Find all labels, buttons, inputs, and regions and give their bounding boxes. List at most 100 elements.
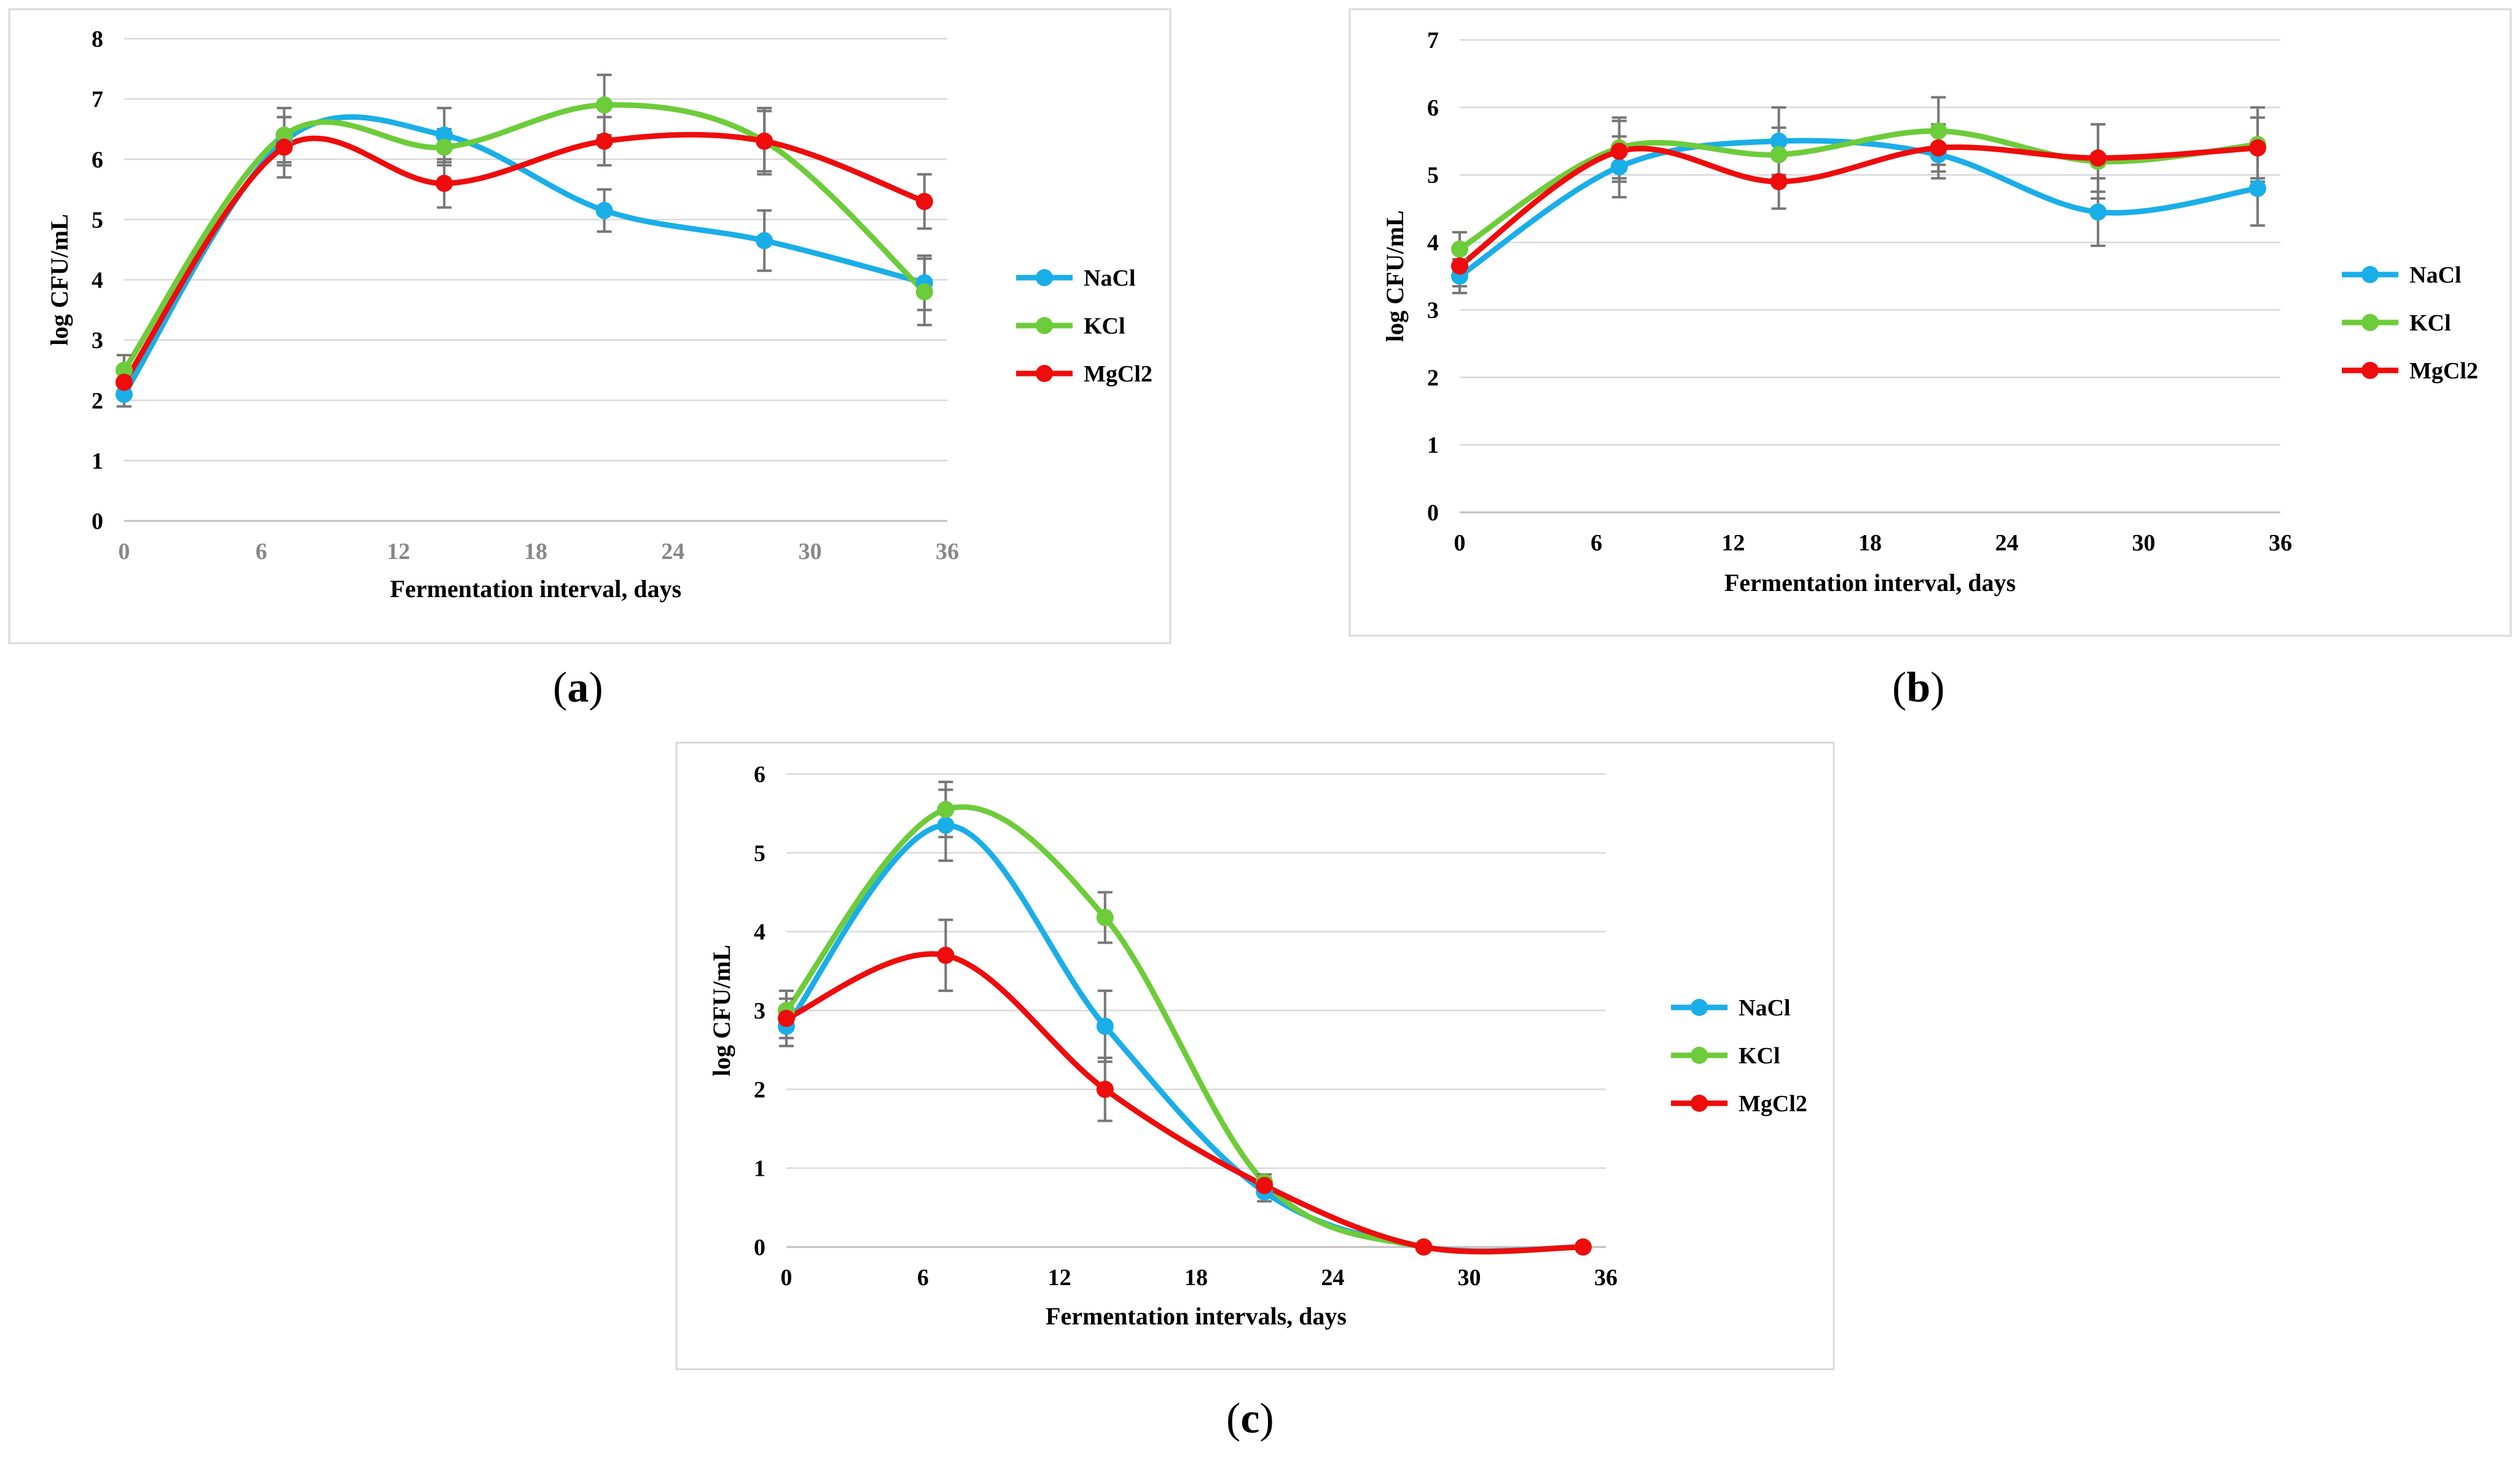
chart-b-point-mgcl2	[2248, 139, 2266, 157]
chart-panel-a: 0 1 2 3 4 5 6 7 8 0 6 12 18 24 30 36 Fermentation interv…	[8, 8, 1172, 644]
chart-c-legend-label: KCl	[1739, 1043, 1780, 1069]
chart-b-point-nacl	[1770, 132, 1788, 150]
chart-a-ytick-label: 8	[92, 26, 103, 52]
chart-b-xtick-label: 6	[1591, 530, 1602, 556]
chart-a-legend-marker	[1036, 317, 1053, 334]
chart-a-xtick-label: 30	[799, 539, 822, 565]
chart-b-ytick-label: 7	[1427, 28, 1439, 53]
chart-b-point-kcl	[1930, 122, 1947, 140]
chart-a-point-mgcl2	[595, 132, 613, 150]
chart-b-point-kcl	[1770, 146, 1788, 163]
chart-a-legend-label: KCl	[1084, 313, 1125, 339]
chart-b-point-mgcl2	[1930, 139, 1947, 157]
chart-b-legend-item-mgcl2: MgCl2	[2342, 358, 2478, 384]
chart-c-ytick-label: 3	[754, 998, 765, 1024]
chart-panel-c: 0 1 2 3 4 5 6 0 6 12 18 24 30 36 Fermentation interval…	[675, 741, 1835, 1370]
chart-a-point-mgcl2	[436, 174, 453, 192]
chart-b-point-mgcl2	[1610, 143, 1628, 160]
chart-c-legend-marker	[1691, 1095, 1708, 1112]
chart-c-x-axis-title: Fermentation intervals, days	[1046, 1302, 1347, 1330]
chart-a-point-nacl	[756, 232, 773, 249]
chart-c-legend-item-nacl: NaCl	[1671, 995, 1790, 1021]
chart-b-y-axis-title: log CFU/mL	[1381, 210, 1409, 342]
chart-a-point-mgcl2	[756, 132, 773, 150]
chart-c-ytick-label: 5	[754, 840, 765, 866]
chart-b-point-nacl	[1610, 158, 1628, 176]
chart-b-xtick-label: 36	[2269, 530, 2292, 556]
panel-label-b-open: (	[1892, 664, 1907, 711]
chart-c-y-axis-title: log CFU/mL	[708, 945, 735, 1076]
chart-a-frame	[8, 8, 1172, 644]
chart-b-xtick-label: 18	[1858, 530, 1882, 556]
chart-b-ytick-label: 1	[1427, 432, 1439, 458]
chart-b-legend-item-kcl: KCl	[2342, 310, 2451, 336]
chart-a-x-axis-title: Fermentation interval, days	[390, 575, 681, 603]
chart-c-point-mgcl2	[937, 947, 955, 964]
chart-b-point-nacl	[2089, 203, 2107, 221]
chart-a-legend-label: MgCl2	[1084, 361, 1152, 387]
chart-a-ytick-label: 4	[92, 268, 103, 294]
chart-a-ytick-label: 1	[92, 448, 103, 474]
chart-c-point-mgcl2	[1096, 1081, 1114, 1098]
chart-c-ytick-label: 2	[754, 1077, 765, 1103]
chart-b-legend-label: MgCl2	[2409, 358, 2478, 384]
chart-c-point-mgcl2	[778, 1009, 795, 1027]
chart-c-point-mgcl2	[1574, 1238, 1592, 1256]
chart-c-xtick-label: 0	[781, 1265, 792, 1291]
chart-b-legend-label: KCl	[2409, 310, 2451, 336]
chart-b-legend-marker	[2362, 362, 2379, 379]
chart-a-point-mgcl2	[275, 138, 293, 156]
chart-b-point-mgcl2	[1451, 257, 1468, 275]
chart-b-legend-item-nacl: NaCl	[2342, 262, 2461, 288]
chart-c-legend-marker	[1691, 999, 1708, 1016]
chart-a-legend-marker	[1036, 269, 1053, 286]
chart-b-legend-label: NaCl	[2409, 262, 2461, 288]
chart-c-ytick-label: 6	[754, 762, 765, 788]
chart-a-ytick-label: 3	[92, 328, 103, 354]
chart-b-frame	[1348, 8, 2512, 637]
chart-panel-b: 0 1 2 3 4 5 6 7 0 6 12 18 24 30 36 Fermentation interva…	[1348, 8, 2512, 637]
chart-a-xtick-label: 18	[524, 539, 547, 565]
chart-b-legend-marker	[2362, 314, 2379, 331]
chart-c-xtick-label: 24	[1321, 1265, 1344, 1291]
panel-label-a-close: )	[589, 664, 603, 711]
chart-b-x-axis-title: Fermentation interval, days	[1724, 569, 2016, 596]
chart-a-ytick-label: 2	[92, 388, 103, 414]
chart-b-point-mgcl2	[1770, 173, 1788, 190]
chart-a-y-axis-title: log CFU/mL	[45, 214, 73, 345]
chart-a-ytick-label: 7	[92, 87, 103, 112]
chart-c-xtick-label: 12	[1048, 1265, 1071, 1291]
chart-c-xtick-label: 6	[917, 1265, 929, 1291]
chart-a-point-kcl	[915, 283, 933, 301]
chart-b-xtick-label: 12	[1721, 530, 1745, 556]
chart-c-legend-label: NaCl	[1739, 995, 1790, 1021]
panel-label-c-open: (	[1226, 1395, 1241, 1442]
chart-a-point-nacl	[115, 385, 133, 403]
chart-b-point-mgcl2	[2089, 149, 2107, 167]
chart-c-point-nacl	[1096, 1017, 1114, 1035]
chart-a-series-line-mgcl2	[121, 131, 928, 385]
chart-a-point-nacl	[595, 201, 613, 219]
chart-b-xtick-label: 30	[2132, 530, 2155, 556]
panel-label-b: (b)	[1892, 663, 1945, 713]
panel-label-a-letter: a	[567, 664, 589, 711]
chart-a-series-line-kcl	[121, 102, 928, 373]
chart-a-xtick-label: 0	[119, 539, 130, 565]
panel-label-c-close: )	[1259, 1395, 1274, 1442]
chart-a-legend-marker	[1036, 365, 1053, 382]
chart-a-point-kcl	[436, 138, 453, 156]
chart-c-xtick-label: 30	[1458, 1265, 1481, 1291]
chart-a-ytick-label: 0	[92, 509, 103, 534]
chart-c-point-kcl	[1096, 909, 1114, 926]
chart-c-legend-marker	[1691, 1047, 1708, 1064]
chart-c-legend-item-kcl: KCl	[1671, 1043, 1780, 1069]
chart-c-point-mgcl2	[1415, 1238, 1433, 1256]
chart-c-legend-label: MgCl2	[1739, 1091, 1807, 1117]
chart-c-ytick-label: 4	[754, 920, 765, 945]
chart-b-legend-marker	[2362, 266, 2379, 283]
chart-a-xtick-label: 6	[256, 539, 267, 565]
chart-b-ytick-label: 5	[1427, 163, 1439, 189]
chart-a-legend-label: NaCl	[1084, 265, 1135, 291]
